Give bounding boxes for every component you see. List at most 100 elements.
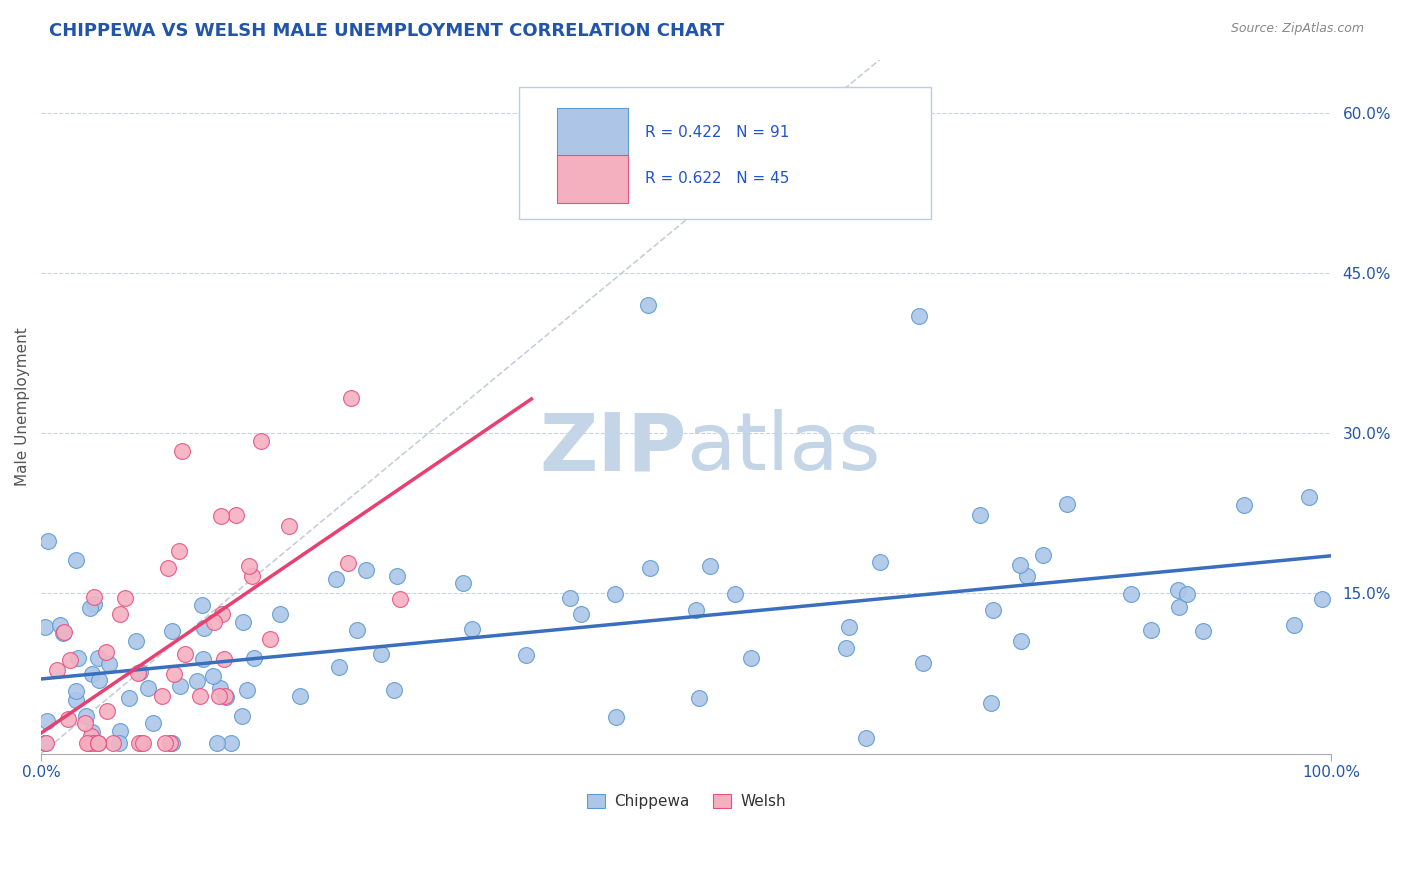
Point — [1167, 582, 1189, 597]
Point — [1192, 624, 1215, 638]
Point — [912, 656, 935, 670]
Point — [160, 624, 183, 638]
Point — [156, 561, 179, 575]
Point — [107, 736, 129, 750]
Point — [45, 663, 67, 677]
Point — [186, 673, 208, 688]
Point — [699, 559, 721, 574]
Point — [855, 731, 877, 745]
Point — [75, 709, 97, 723]
Point — [869, 555, 891, 569]
Point — [1168, 599, 1191, 614]
Point — [558, 591, 581, 605]
Point — [79, 601, 101, 615]
Point — [1140, 624, 1163, 638]
Point — [461, 622, 484, 636]
Point — [173, 647, 195, 661]
Point — [724, 587, 747, 601]
Point — [328, 660, 350, 674]
Point — [236, 682, 259, 697]
Point — [118, 690, 141, 705]
Point — [969, 508, 991, 522]
Point — [209, 509, 232, 524]
Point — [48, 617, 70, 632]
Legend: Chippewa, Welsh: Chippewa, Welsh — [581, 788, 792, 815]
Point — [215, 690, 238, 704]
Point — [169, 679, 191, 693]
Point — [1015, 569, 1038, 583]
Point — [52, 625, 75, 640]
Point — [205, 736, 228, 750]
Point — [129, 665, 152, 679]
Point — [1298, 490, 1320, 504]
Point — [219, 736, 242, 750]
Point — [136, 681, 159, 695]
Point — [98, 657, 121, 671]
Point — [269, 607, 291, 621]
Point — [191, 651, 214, 665]
Point — [127, 666, 149, 681]
Point — [1233, 498, 1256, 512]
Point — [250, 434, 273, 449]
Point — [242, 569, 264, 583]
Point — [152, 690, 174, 704]
Point — [56, 712, 79, 726]
Point — [34, 620, 56, 634]
Point — [129, 736, 152, 750]
Point — [1056, 497, 1078, 511]
Point — [1282, 618, 1305, 632]
Point — [65, 684, 87, 698]
Point — [288, 690, 311, 704]
Point — [87, 651, 110, 665]
Point — [231, 708, 253, 723]
Point — [101, 736, 124, 750]
Point — [77, 736, 100, 750]
Point — [1119, 587, 1142, 601]
Point — [37, 714, 59, 728]
Point — [35, 736, 58, 750]
Point — [83, 590, 105, 604]
Point — [132, 736, 155, 750]
Point — [193, 621, 215, 635]
Point — [354, 563, 377, 577]
Point — [1032, 548, 1054, 562]
Point — [66, 650, 89, 665]
FancyBboxPatch shape — [557, 154, 628, 203]
Text: CHIPPEWA VS WELSH MALE UNEMPLOYMENT CORRELATION CHART: CHIPPEWA VS WELSH MALE UNEMPLOYMENT CORR… — [49, 22, 724, 40]
Point — [58, 652, 80, 666]
Point — [370, 647, 392, 661]
Text: R = 0.422   N = 91: R = 0.422 N = 91 — [645, 125, 789, 140]
Point — [153, 736, 176, 750]
Point — [142, 716, 165, 731]
Point — [37, 533, 59, 548]
Point — [73, 715, 96, 730]
Text: atlas: atlas — [686, 409, 880, 487]
Point — [603, 587, 626, 601]
Point — [382, 682, 405, 697]
Point — [76, 736, 98, 750]
Point — [108, 607, 131, 621]
Point — [160, 736, 183, 750]
Point — [640, 561, 662, 575]
Point — [740, 651, 762, 665]
FancyBboxPatch shape — [519, 87, 931, 219]
Point — [80, 729, 103, 743]
Point — [82, 736, 104, 750]
Point — [515, 648, 537, 663]
Point — [259, 632, 281, 646]
Point — [1175, 587, 1198, 601]
Point — [96, 644, 118, 658]
Point — [159, 736, 181, 750]
Point — [80, 667, 103, 681]
Point — [163, 667, 186, 681]
Point — [34, 736, 56, 750]
Point — [80, 724, 103, 739]
Point — [167, 543, 190, 558]
Point — [451, 575, 474, 590]
Point — [688, 691, 710, 706]
Point — [346, 623, 368, 637]
Point — [214, 652, 236, 666]
Point — [87, 736, 110, 750]
Point — [128, 736, 150, 750]
Point — [637, 298, 659, 312]
